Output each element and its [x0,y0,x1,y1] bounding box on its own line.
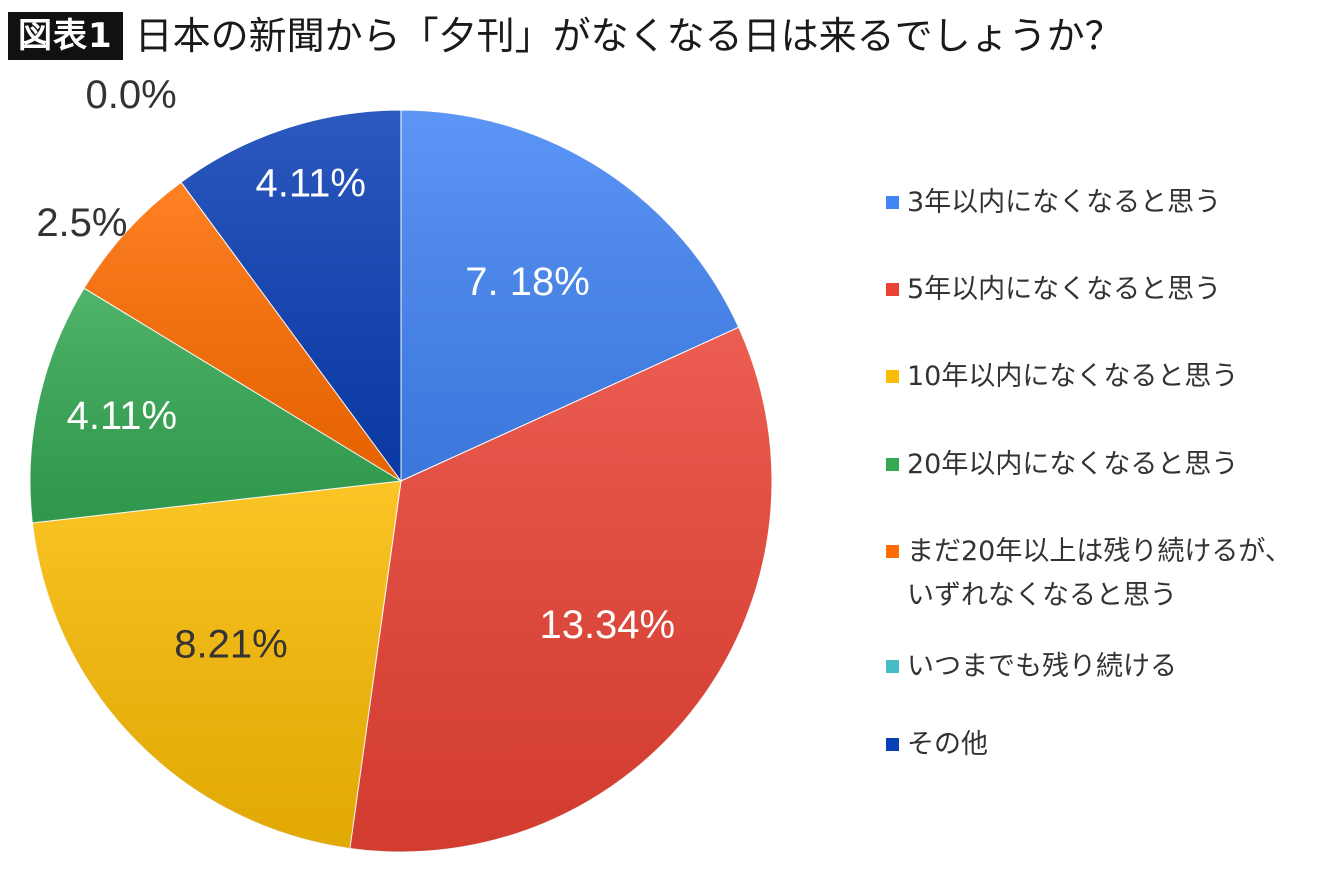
legend-label: いつまでも残り続ける [907,651,1177,682]
legend-label: まだ20年以上は残り続けるが、 いずれなくなると思う [907,536,1292,611]
legend-swatch [886,370,899,383]
slice-label-4: 4.11% [67,394,177,438]
pie-slice-shade-4 [29,288,402,523]
legend-swatch [886,283,899,296]
slice-label-5: 2.5% [36,201,127,245]
pie-slice-shade-7 [181,109,401,481]
legend-swatch [886,458,899,471]
legend-label: 3年以内になくなると思う [907,187,1222,218]
legend-item-1: 3年以内になくなると思う [886,187,1331,225]
chart-title: 日本の新聞から「夕刊」がなくなる日は来るでしょうか？ [134,14,1123,58]
legend-item-2: 5年以内になくなると思う [886,274,1331,312]
slice-label-1: 7. 18% [465,260,590,304]
legend-label: 20年以内になくなると思う [907,449,1239,480]
slice-label-7: 4.11% [255,162,365,206]
legend-swatch [886,738,899,751]
figure-badge: 図表1 [8,12,123,60]
pie-slice-shade-1 [401,110,739,481]
chart-header: 図表1 日本の新聞から「夕刊」がなくなる日は来るでしょうか？ [8,10,1123,62]
legend-label: 5年以内になくなると思う [907,274,1222,305]
slice-label-2: 13.34% [539,603,675,647]
legend-label: 10年以内になくなると思う [907,361,1239,392]
legend-swatch [886,545,899,558]
pie-slice-shade-2 [349,327,772,852]
legend-item-7: その他 [886,729,1331,767]
legend-swatch [886,660,899,673]
legend-item-6: いつまでも残り続ける [886,651,1331,689]
legend-swatch [886,196,899,209]
slice-label-3: 8.21% [174,622,287,666]
pie-slice-shade-5 [84,182,401,482]
legend-label: その他 [907,729,988,760]
pie-slice-shade-3 [32,481,402,849]
legend-item-5: まだ20年以上は残り続けるが、 いずれなくなると思う [886,536,1331,618]
legend-item-3: 10年以内になくなると思う [886,361,1331,399]
legend-item-4: 20年以内になくなると思う [886,449,1331,487]
slice-label-6: 0.0% [86,73,177,117]
